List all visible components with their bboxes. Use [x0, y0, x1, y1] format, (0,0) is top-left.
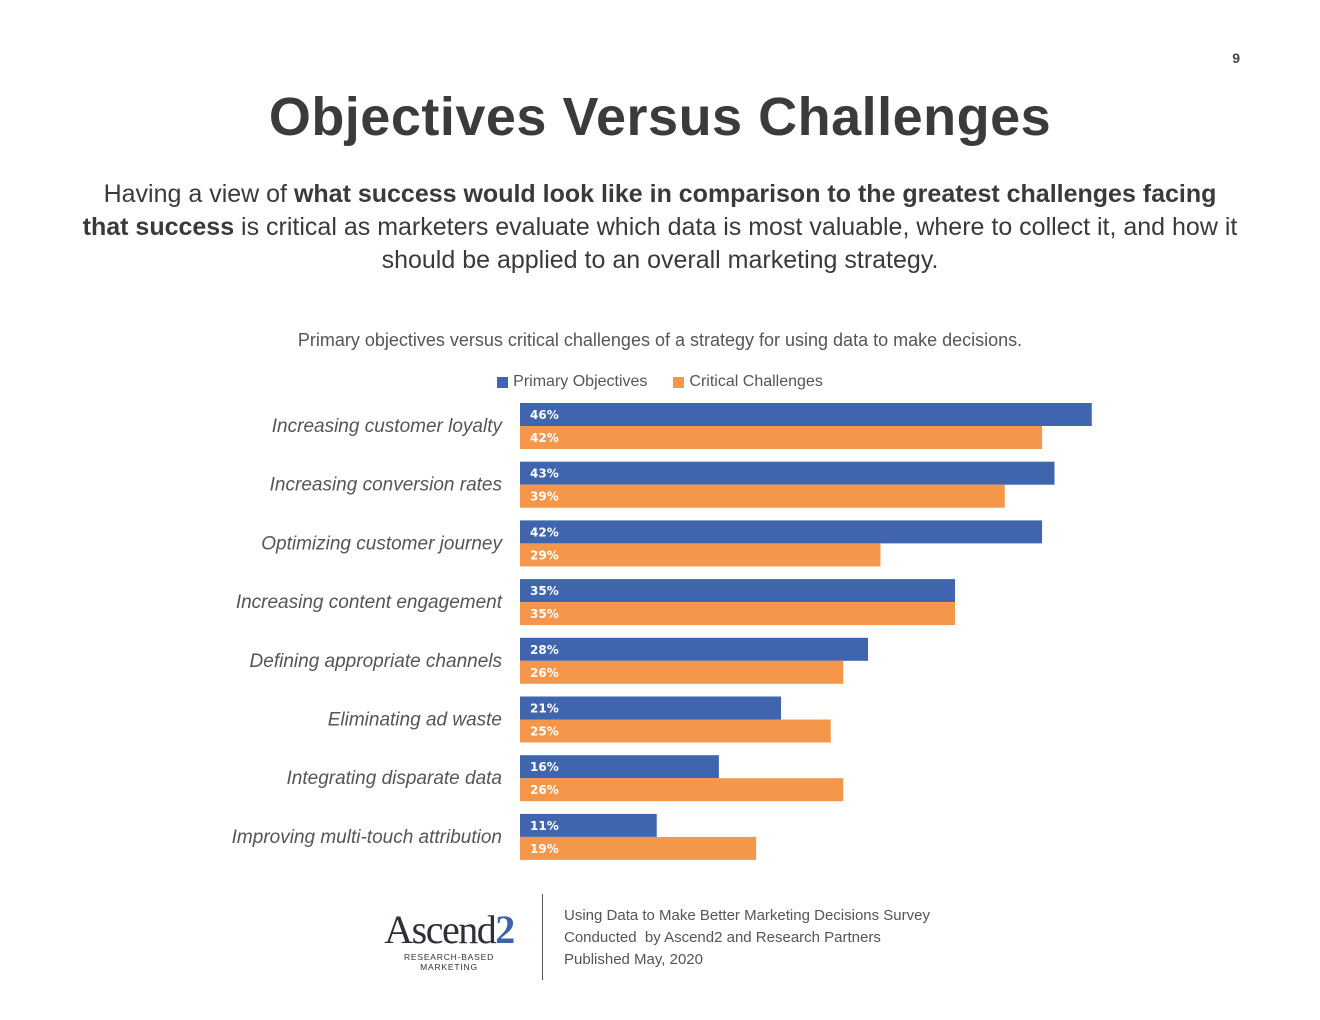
data-label-challenges: 19% — [530, 842, 559, 856]
category-label: Integrating disparate data — [287, 768, 503, 789]
bar-challenges — [520, 778, 844, 802]
data-label-challenges: 29% — [530, 548, 559, 562]
bar-challenges — [520, 836, 757, 860]
category-label: Defining appropriate channels — [250, 651, 503, 672]
legend-swatch-objectives — [497, 376, 509, 388]
data-label-challenges: 35% — [530, 607, 559, 621]
ascend2-logo: Ascend2 RESEARCH-BASED MARKETING — [376, 910, 522, 973]
intro-text-bold: what success would look like in comparis… — [82, 180, 1217, 241]
data-label-objectives: 11% — [530, 819, 559, 833]
legend-item-objectives: Primary Objectives — [497, 373, 647, 391]
page-title: Objectives Versus Challenges — [268, 87, 1052, 147]
category-label: Improving multi-touch attribution — [232, 827, 502, 848]
logo-two: 2 — [495, 907, 515, 952]
logo-word-text: Ascend — [384, 907, 496, 952]
chart-legend: Primary Objectives Critical Challenges — [0, 373, 1320, 391]
bar-objectives — [520, 579, 956, 603]
data-label-challenges: 26% — [530, 783, 559, 797]
data-label-objectives: 35% — [530, 584, 559, 598]
data-label-objectives: 28% — [530, 643, 559, 657]
category-label: Increasing customer loyalty — [272, 416, 504, 437]
bar-objectives — [520, 520, 1043, 544]
bar-objectives — [520, 813, 657, 837]
legend-label-challenges: Critical Challenges — [689, 373, 823, 390]
bar-challenges — [520, 660, 844, 684]
bar-challenges — [520, 426, 1043, 449]
footer-line-2: Conducted by Ascend2 and Research Partne… — [564, 929, 881, 946]
intro-text-1: Having a view of — [103, 180, 294, 208]
legend-label-objectives: Primary Objectives — [513, 373, 648, 390]
category-label: Increasing conversion rates — [270, 475, 503, 496]
footer-line-1: Using Data to Make Better Marketing Deci… — [564, 907, 930, 924]
data-label-objectives: 21% — [530, 702, 559, 716]
bar-challenges — [520, 543, 881, 567]
legend-item-challenges: Critical Challenges — [673, 373, 823, 391]
bar-challenges — [520, 484, 1005, 508]
bar-objectives — [520, 403, 1092, 426]
data-label-challenges: 25% — [530, 725, 559, 739]
data-label-objectives: 43% — [530, 467, 559, 481]
page-number: 9 — [1232, 50, 1240, 66]
data-label-challenges: 39% — [530, 490, 559, 504]
data-label-challenges: 26% — [530, 666, 559, 680]
bar-objectives — [520, 696, 782, 720]
logo-wordmark: Ascend2 — [376, 910, 522, 950]
data-label-objectives: 42% — [530, 525, 559, 539]
chart-title: Primary objectives versus critical chall… — [297, 330, 1023, 350]
footer-divider — [542, 894, 543, 980]
bar-objectives — [520, 637, 869, 661]
logo-tagline: RESEARCH-BASED MARKETING — [403, 952, 495, 972]
bar-challenges — [520, 719, 831, 743]
data-label-challenges: 42% — [530, 431, 559, 445]
footer-source: Using Data to Make Better Marketing Deci… — [564, 905, 930, 971]
data-label-objectives: 46% — [530, 408, 559, 422]
category-label: Increasing content engagement — [236, 592, 503, 613]
data-label-objectives: 16% — [530, 760, 559, 774]
bar-objectives — [520, 755, 719, 779]
footer-line-3: Published May, 2020 — [564, 951, 703, 968]
bar-objectives — [520, 461, 1055, 485]
intro-text-2: is critical as marketers evaluate which … — [234, 213, 1238, 274]
bar-challenges — [520, 602, 956, 626]
intro-paragraph: Having a view of what success would look… — [78, 178, 1242, 277]
category-label: Eliminating ad waste — [328, 710, 502, 731]
category-label: Optimizing customer journey — [261, 533, 503, 554]
legend-swatch-challenges — [673, 376, 685, 388]
bar-chart: Increasing customer loyalty 46% 42% Increas… — [232, 403, 1092, 860]
